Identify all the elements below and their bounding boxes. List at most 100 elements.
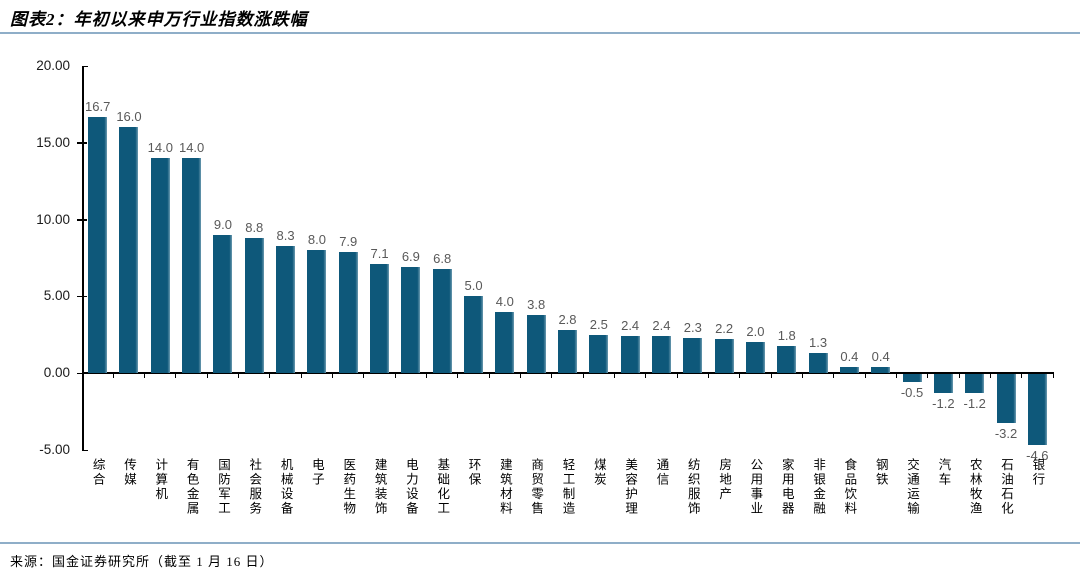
bar-value-label: 8.0: [307, 232, 326, 248]
x-axis-category: 房地产: [717, 458, 732, 502]
x-axis-category: 通信: [654, 458, 669, 487]
bar-value-label: 0.4: [840, 349, 859, 365]
x-axis-tick: [739, 372, 741, 379]
x-axis-tick: [238, 372, 240, 379]
bar-value-label: 2.4: [652, 318, 671, 334]
bar: [683, 337, 703, 374]
bar: [276, 245, 296, 374]
bar: [119, 127, 139, 374]
x-axis-tick: [144, 372, 146, 379]
x-axis-tick: [488, 372, 490, 379]
bar: [495, 311, 515, 374]
x-axis-category: 电力设备: [403, 458, 418, 516]
bar-value-label: 14.0: [178, 140, 205, 156]
bar-value-label: 6.9: [401, 249, 420, 265]
bar-value-label: 5.0: [464, 278, 483, 294]
x-axis-category: 医药生物: [341, 458, 356, 516]
bar-value-label: 2.4: [621, 318, 640, 334]
x-axis-category: 轻工制造: [560, 458, 575, 516]
bar-value-label: 2.2: [715, 321, 734, 337]
x-axis-tick: [457, 372, 459, 379]
x-axis-tick: [175, 372, 177, 379]
y-axis-tick: [77, 372, 82, 375]
x-axis-category: 综合: [90, 458, 105, 487]
bar-value-label: 2.5: [589, 316, 608, 332]
x-axis-category: 银行: [1030, 458, 1045, 487]
y-tick-label: 10.00: [36, 211, 70, 227]
x-axis-tick: [1021, 372, 1023, 379]
bar: [213, 234, 233, 374]
bar-value-label: -1.2: [932, 395, 955, 411]
x-axis-category: 环保: [466, 458, 481, 487]
y-tick-label: 15.00: [36, 134, 70, 150]
bar: [620, 336, 640, 374]
bar: [839, 367, 859, 374]
x-axis-tick: [989, 372, 991, 379]
x-axis-category: 有色金属: [184, 458, 199, 516]
bar: [808, 353, 828, 374]
x-axis-tick: [801, 372, 803, 379]
x-axis-tick: [206, 372, 208, 379]
x-axis-category: 纺织服饰: [685, 458, 700, 516]
x-axis-tick: [332, 372, 334, 379]
title-separator: [0, 32, 1080, 34]
bar-value-label: 14.0: [147, 140, 173, 156]
bar-value-label: 7.9: [339, 233, 358, 249]
bar: [777, 345, 797, 374]
footer-separator: [0, 542, 1080, 544]
bar-value-label: 0.4: [871, 349, 890, 365]
x-axis-tick: [269, 372, 271, 379]
bar-value-label: 16.0: [116, 109, 142, 125]
x-axis-category: 建筑装饰: [372, 458, 387, 516]
bar: [933, 374, 953, 393]
bar: [88, 116, 108, 374]
y-tick-label: 0.00: [43, 365, 70, 381]
x-axis-tick: [520, 372, 522, 379]
bar: [902, 374, 922, 382]
x-axis-tick: [394, 372, 396, 379]
y-tick-label: 20.00: [36, 58, 70, 73]
x-axis-category: 传媒: [121, 458, 136, 487]
bar: [745, 342, 765, 374]
x-axis-tick: [363, 372, 365, 379]
y-axis-tick: [77, 142, 87, 144]
x-axis-tick: [927, 372, 929, 379]
x-axis-tick: [645, 372, 647, 379]
x-axis-tick: [958, 372, 960, 379]
x-axis-tick: [770, 372, 772, 379]
bar: [1027, 374, 1047, 445]
bar-value-label: 2.8: [558, 312, 577, 328]
bar-value-label: 8.8: [245, 220, 264, 236]
source-note: 来源：国金证券研究所（截至 1 月 16 日）: [10, 554, 274, 569]
x-axis-tick: [707, 372, 709, 379]
y-tick-label: -5.00: [39, 442, 70, 457]
x-axis-category: 基础化工: [435, 458, 450, 516]
y-axis-labels: 20.00 15.00 10.00 5.00 0.00 -5.00: [0, 59, 70, 457]
chart-title: 图表2：年初以来申万行业指数涨跌幅: [10, 10, 308, 29]
x-axis-category: 石油石化: [999, 458, 1014, 516]
bar-value-label: 6.8: [433, 250, 452, 266]
x-axis-tick: [613, 372, 615, 379]
bar: [996, 374, 1016, 424]
bar-value-label: 8.3: [276, 227, 295, 243]
x-axis-category: 钢铁: [873, 458, 888, 487]
bar-value-label: -1.2: [963, 395, 986, 411]
bar-value-label: 1.3: [809, 335, 828, 351]
bar-value-label: -4.6: [1026, 447, 1049, 463]
bar: [714, 339, 734, 374]
bar: [526, 314, 546, 374]
bar-value-label: 2.0: [746, 324, 765, 340]
x-axis-tick: [864, 372, 866, 379]
bar: [401, 267, 421, 374]
x-axis-category: 家用电器: [779, 458, 794, 516]
bar: [182, 158, 202, 374]
x-axis-labels: 综合 传媒 计算机 有色金属 国防军工 社会服务 机械设备 电子 医药生物 建筑装饰 电力设备 基础化…: [82, 458, 1053, 544]
bar: [965, 374, 985, 393]
bar: [432, 268, 452, 374]
x-axis-category: 煤炭: [591, 458, 606, 487]
x-axis-tick: [551, 372, 553, 379]
bar-value-label: 4.0: [495, 293, 514, 309]
x-axis-tick: [582, 372, 584, 379]
x-axis-category: 汽车: [936, 458, 951, 487]
bar: [464, 296, 484, 374]
